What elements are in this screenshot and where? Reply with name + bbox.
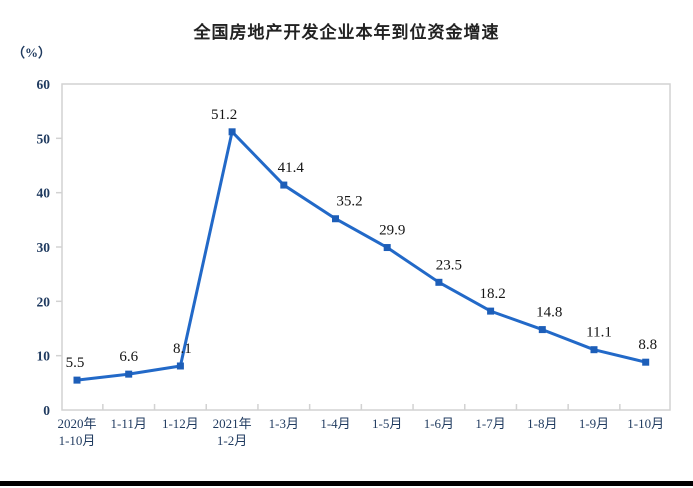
plot-border xyxy=(61,83,671,411)
y-tick-label: 50 xyxy=(37,131,51,146)
data-point-marker xyxy=(176,362,184,370)
line-chart-plot: 0 10 20 30 40 50 60 5.5 6.6 8.1 51.2 41.4 35.2 29.9 23… xyxy=(37,77,671,448)
bottom-divider-bar xyxy=(0,481,693,486)
x-axis-category-label: 2020年 xyxy=(57,416,96,431)
x-axis-category-label: 1-5月 xyxy=(372,416,402,431)
x-axis-category-label: 1-12月 xyxy=(162,416,199,431)
data-point-marker xyxy=(332,215,339,223)
x-axis-category-label: 1-9月 xyxy=(579,416,609,431)
x-axis-category-label: 1-7月 xyxy=(475,416,505,431)
data-point-label: 8.1 xyxy=(173,341,192,357)
x-axis-category-label: 1-2月 xyxy=(217,433,247,448)
y-tick-label: 20 xyxy=(37,294,51,309)
data-point-label: 51.2 xyxy=(211,107,237,123)
data-point-label: 14.8 xyxy=(536,305,562,321)
data-point-label: 6.6 xyxy=(119,349,138,365)
y-tick-label: 30 xyxy=(37,240,51,255)
data-point-label: 11.1 xyxy=(586,325,612,341)
y-tick-label: 0 xyxy=(43,403,50,418)
data-point-marker xyxy=(73,376,81,384)
data-point-marker xyxy=(228,128,236,136)
data-point-label: 18.2 xyxy=(479,286,505,302)
x-axis-category-label: 1-11月 xyxy=(111,416,147,431)
data-point-marker xyxy=(383,244,391,252)
y-tick-label: 60 xyxy=(37,77,51,92)
x-axis-category-label: 1-8月 xyxy=(527,416,557,431)
data-point-marker xyxy=(642,358,650,366)
data-point-marker xyxy=(487,307,495,315)
y-tick-label: 40 xyxy=(37,186,51,201)
data-point-label: 23.5 xyxy=(436,257,462,273)
y-axis-unit-label: （%） xyxy=(12,45,52,60)
x-axis-category-label: 1-6月 xyxy=(424,416,454,431)
data-point-marker xyxy=(590,346,598,354)
data-line xyxy=(75,130,648,382)
data-point-marker xyxy=(435,278,443,286)
data-point-marker xyxy=(280,181,288,189)
data-point-label: 8.8 xyxy=(638,337,657,353)
data-point-marker xyxy=(125,370,133,378)
data-point-marker xyxy=(538,326,546,334)
x-axis-category-label: 1-3月 xyxy=(269,416,299,431)
y-tick-label: 10 xyxy=(37,349,51,364)
data-point-label: 41.4 xyxy=(278,160,305,176)
x-axis-category-label: 1-10月 xyxy=(59,433,96,448)
x-axis-category-label: 1-4月 xyxy=(320,416,350,431)
data-point-label: 35.2 xyxy=(336,194,362,210)
x-axis-category-label: 2021年 xyxy=(213,416,252,431)
data-point-label: 29.9 xyxy=(379,223,405,239)
chart-title: 全国房地产开发企业本年到位资金增速 xyxy=(193,23,500,42)
x-axis-category-label: 1-10月 xyxy=(627,416,664,431)
data-point-label: 5.5 xyxy=(66,355,85,371)
